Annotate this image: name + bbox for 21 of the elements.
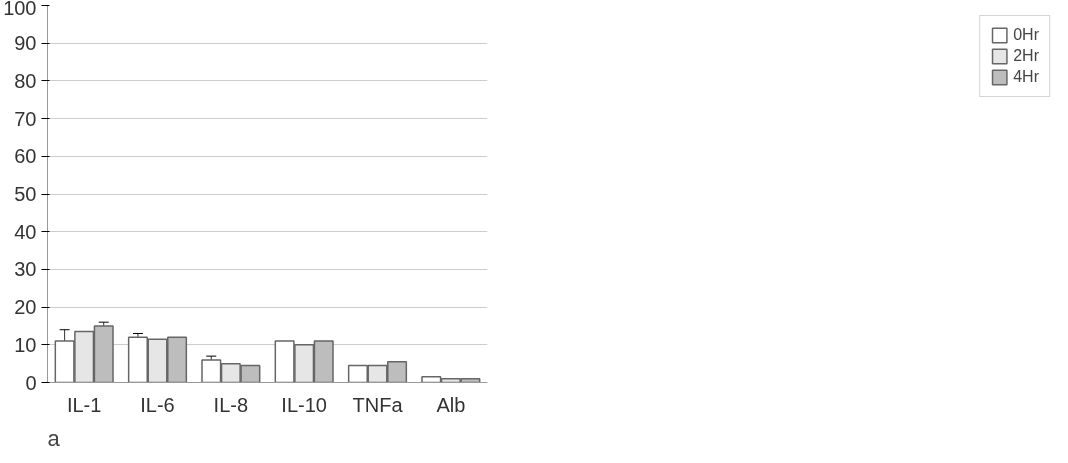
y-tick-label: 50	[14, 183, 37, 205]
x-tick-label: IL-8	[213, 393, 249, 416]
y-tick-label: 0	[25, 371, 37, 394]
legend-label: 2Hr	[1013, 47, 1039, 65]
y-tick-label: 80	[14, 69, 37, 92]
y-tick-label: 20	[14, 296, 37, 319]
y-tick-label: 90	[14, 32, 37, 55]
y-tick-label: 30	[14, 258, 37, 281]
legend-label: 0Hr	[1013, 26, 1039, 44]
x-tick-label: TNFa	[352, 393, 404, 416]
legend-label: 4Hr	[1013, 68, 1039, 86]
x-tick-label: IL-1	[66, 393, 102, 416]
y-tick-label: 70	[14, 107, 37, 130]
x-tick-label: Alb	[436, 393, 466, 416]
y-tick-label: 100	[3, 0, 37, 19]
y-tick-label: 60	[14, 145, 37, 168]
x-tick-label: IL-6	[140, 393, 175, 416]
y-tick-label: 10	[14, 333, 37, 356]
text: a	[47, 425, 61, 451]
y-tick-label: 40	[14, 220, 37, 243]
x-tick-label: IL-10	[281, 393, 327, 416]
